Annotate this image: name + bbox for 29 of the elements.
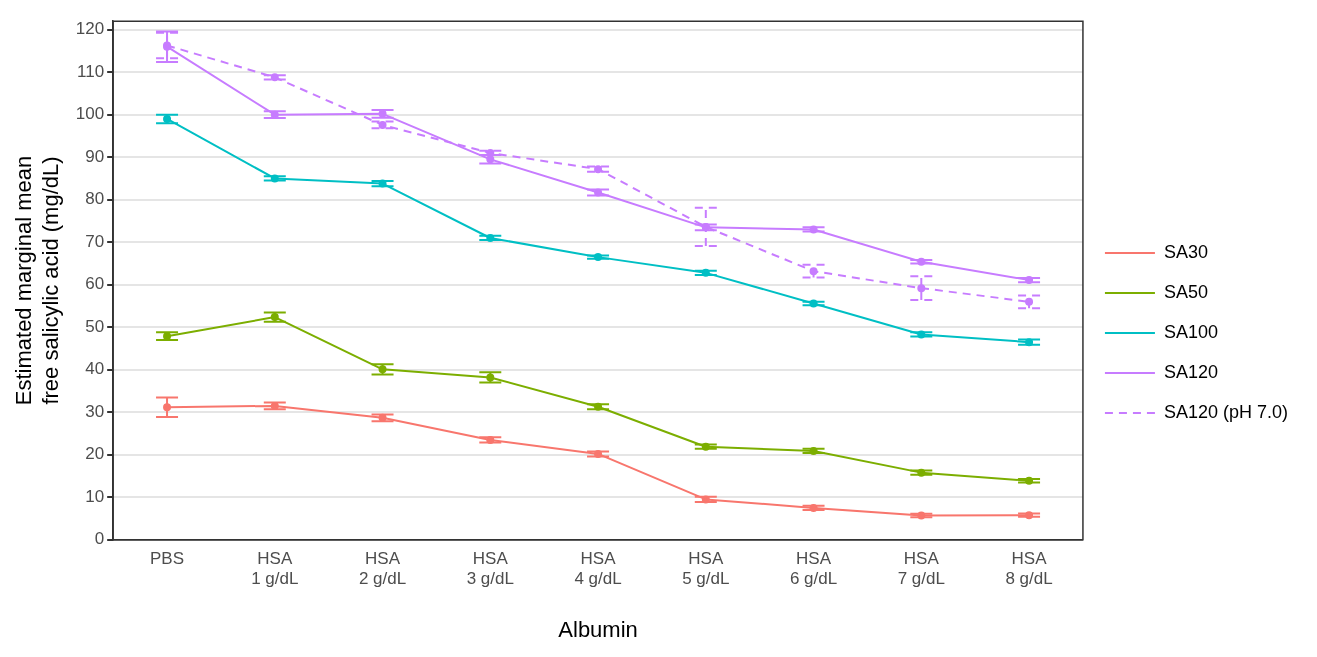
y-tick-label: 0 [94,529,105,549]
y-tick-label: 80 [85,189,105,209]
legend-label: SA30 [1163,241,1208,262]
x-tick-label: HSA 6 g/dL [789,548,838,589]
y-tick-label: 40 [85,359,105,379]
y-tick-label: 20 [85,444,105,464]
y-axis-title: Estimated marginal mean free salicylic acid (mg/dL) [11,155,63,406]
y-tick-label: 70 [85,231,105,251]
x-axis-title: Albumin [558,616,638,642]
x-tick-label: HSA 5 g/dL [682,548,730,589]
y-tick-label: 50 [85,316,105,336]
x-tick-label: HSA 1 g/dL [251,548,299,589]
x-tick-label: HSA 4 g/dL [574,548,622,589]
legend-label: SA120 (pH 7.0) [1163,401,1289,422]
y-tick-label: 60 [85,274,105,294]
legend-label: SA120 [1163,361,1218,382]
y-tick-label: 30 [85,401,105,421]
y-tick-label: 110 [77,61,105,81]
x-tick-label: PBS [150,548,185,568]
legend-label: SA50 [1163,281,1208,302]
x-tick-label: HSA 3 g/dL [466,548,514,589]
x-tick-label: HSA 2 g/dL [358,548,407,589]
y-tick-label: 100 [75,104,105,124]
y-tick-label: 120 [75,19,105,39]
x-tick-label: HSA 8 g/dL [1005,548,1053,589]
legend-label: SA100 [1163,321,1218,342]
y-tick-label: 90 [85,146,105,166]
y-tick-label: 10 [85,486,105,506]
x-tick-label: HSA 7 g/dL [897,548,945,589]
